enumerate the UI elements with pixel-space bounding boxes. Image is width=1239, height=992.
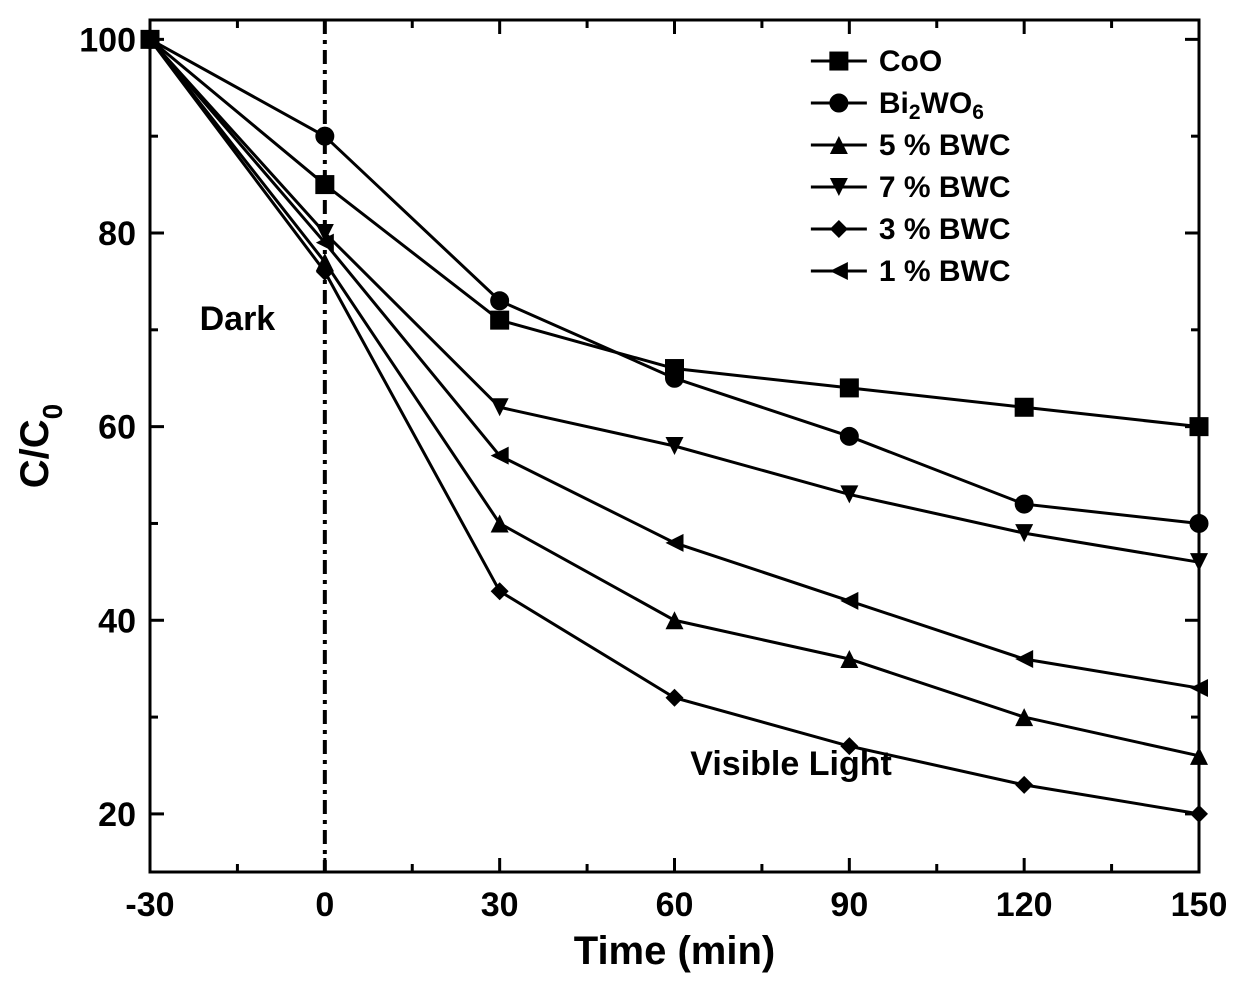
legend-label-bwc3: 3 % BWC bbox=[879, 213, 1011, 246]
x-tick-label: 90 bbox=[830, 886, 868, 924]
legend-label-bwc1: 1 % BWC bbox=[879, 255, 1011, 288]
legend-label-coo: CoO bbox=[879, 45, 942, 78]
x-tick-label: 0 bbox=[315, 886, 334, 924]
x-tick-label: -30 bbox=[125, 886, 174, 924]
legend-label-bi2wo6: Bi2WO6 bbox=[879, 87, 984, 124]
legend-label-bwc5: 5 % BWC bbox=[879, 129, 1011, 162]
x-tick-label: 60 bbox=[656, 886, 694, 924]
x-tick-label: 120 bbox=[996, 886, 1053, 924]
annotation-1: Visible Light bbox=[690, 745, 892, 783]
chart-container: -30030609012015020406080100Time (min)C/C… bbox=[0, 0, 1239, 992]
y-tick-label: 80 bbox=[98, 215, 136, 253]
x-tick-label: 150 bbox=[1171, 886, 1228, 924]
annotation-0: Dark bbox=[200, 300, 276, 338]
y-tick-label: 40 bbox=[98, 602, 136, 640]
x-tick-label: 30 bbox=[481, 886, 519, 924]
x-axis-label: Time (min) bbox=[574, 929, 776, 973]
line-chart: -30030609012015020406080100Time (min)C/C… bbox=[0, 0, 1239, 992]
y-tick-label: 60 bbox=[98, 409, 136, 447]
y-tick-label: 100 bbox=[79, 21, 136, 59]
legend-label-bwc7: 7 % BWC bbox=[879, 171, 1011, 204]
y-tick-label: 20 bbox=[98, 796, 136, 834]
